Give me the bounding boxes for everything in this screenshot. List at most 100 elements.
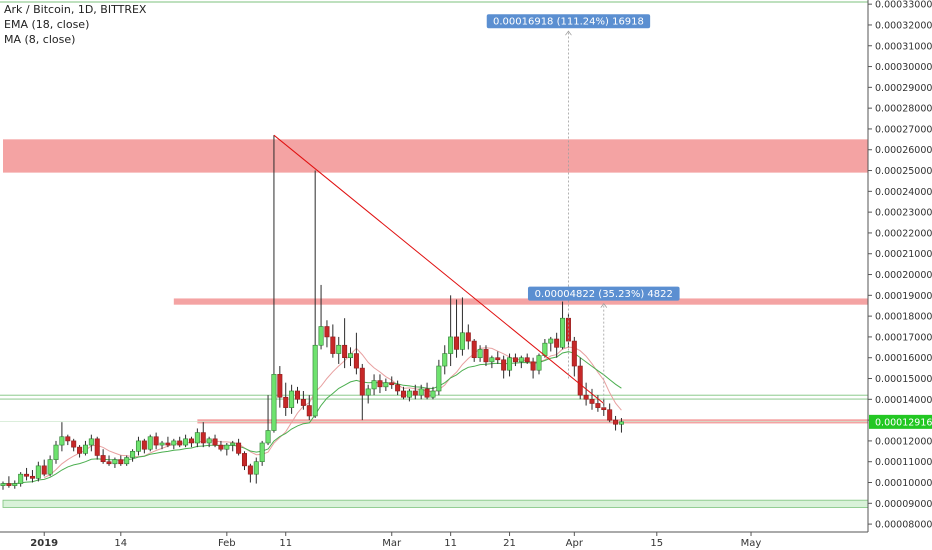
candle-up[interactable] xyxy=(135,436,141,456)
candle-down[interactable] xyxy=(353,332,359,375)
candle-up[interactable] xyxy=(130,449,136,462)
candle-up[interactable] xyxy=(124,455,130,466)
candle-up[interactable] xyxy=(171,438,177,450)
candle-down[interactable] xyxy=(330,324,336,358)
candle-down[interactable] xyxy=(24,467,30,481)
candle-down[interactable] xyxy=(300,390,306,410)
candle-up[interactable] xyxy=(206,436,212,448)
candle-up[interactable] xyxy=(35,461,41,482)
candle-down[interactable] xyxy=(106,455,112,466)
candle-down[interactable] xyxy=(324,320,330,348)
candle-up[interactable] xyxy=(418,384,424,400)
candle-down[interactable] xyxy=(165,436,171,448)
candle-down[interactable] xyxy=(277,366,283,408)
candle-down[interactable] xyxy=(65,434,71,446)
candle-up[interactable] xyxy=(0,481,6,490)
candle-down[interactable] xyxy=(501,355,507,379)
candle-up[interactable] xyxy=(53,440,59,464)
candle-down[interactable] xyxy=(41,459,47,477)
candle-down[interactable] xyxy=(554,332,560,358)
candle-up[interactable] xyxy=(230,440,236,452)
candle-down[interactable] xyxy=(589,388,595,410)
candle-down[interactable] xyxy=(395,380,401,396)
candle-down[interactable] xyxy=(94,436,100,460)
candle-up[interactable] xyxy=(289,384,295,414)
candle-down[interactable] xyxy=(401,386,407,400)
candle-up[interactable] xyxy=(147,434,153,452)
candle-up[interactable] xyxy=(507,353,513,377)
candle-down[interactable] xyxy=(483,345,489,367)
candle-down[interactable] xyxy=(77,445,83,458)
candle-up[interactable] xyxy=(253,457,259,484)
candle-down[interactable] xyxy=(530,357,536,379)
candle-up[interactable] xyxy=(436,359,442,396)
candle-down[interactable] xyxy=(613,415,619,431)
candle-up[interactable] xyxy=(365,384,371,404)
candle-up[interactable] xyxy=(430,386,436,400)
candle-up[interactable] xyxy=(518,355,524,369)
candle-up[interactable] xyxy=(442,345,448,375)
candle-up[interactable] xyxy=(548,336,554,352)
candle-down[interactable] xyxy=(495,351,501,364)
candle-up[interactable] xyxy=(271,135,277,433)
candle-down[interactable] xyxy=(236,438,242,456)
candle-up[interactable] xyxy=(536,353,542,375)
candle-up[interactable] xyxy=(265,395,271,446)
candle-up[interactable] xyxy=(194,428,200,448)
candle-down[interactable] xyxy=(577,357,583,400)
candle-down[interactable] xyxy=(188,436,194,448)
candle-up[interactable] xyxy=(618,418,624,433)
candle-up[interactable] xyxy=(112,457,118,468)
candle-down[interactable] xyxy=(607,403,613,423)
candle-down[interactable] xyxy=(389,376,395,389)
time-axis[interactable]: 2019 14 Feb 11 Mar 11 21 Apr 15 May xyxy=(0,531,932,550)
candle-down[interactable] xyxy=(524,353,530,364)
candle-up[interactable] xyxy=(159,440,165,450)
candle-up[interactable] xyxy=(47,455,53,477)
candle-up[interactable] xyxy=(318,284,324,350)
candle-down[interactable] xyxy=(512,353,518,367)
candle-up[interactable] xyxy=(312,170,318,419)
candle-down[interactable] xyxy=(412,384,418,400)
candle-down[interactable] xyxy=(283,382,289,416)
candle-down[interactable] xyxy=(118,455,124,466)
candle-up[interactable] xyxy=(259,440,265,466)
candle-up[interactable] xyxy=(477,345,483,362)
candles-layer[interactable] xyxy=(0,135,624,490)
candle-up[interactable] xyxy=(459,297,465,356)
candle-down[interactable] xyxy=(454,299,460,358)
candle-down[interactable] xyxy=(218,440,224,452)
candle-up[interactable] xyxy=(82,440,88,456)
candle-down[interactable] xyxy=(377,374,383,394)
candle-up[interactable] xyxy=(183,434,189,448)
candle-up[interactable] xyxy=(348,347,354,367)
candle-down[interactable] xyxy=(177,436,183,448)
candle-up[interactable] xyxy=(489,355,495,369)
candle-up[interactable] xyxy=(336,336,342,364)
candle-down[interactable] xyxy=(241,451,247,471)
candle-up[interactable] xyxy=(224,442,230,456)
candle-up[interactable] xyxy=(560,301,566,350)
candle-down[interactable] xyxy=(200,422,206,448)
candle-down[interactable] xyxy=(306,395,312,421)
candle-down[interactable] xyxy=(595,395,601,412)
candle-down[interactable] xyxy=(359,363,365,421)
candle-down[interactable] xyxy=(583,382,589,406)
candle-down[interactable] xyxy=(465,324,471,350)
candle-down[interactable] xyxy=(247,463,253,483)
candle-down[interactable] xyxy=(29,470,35,483)
candle-down[interactable] xyxy=(71,438,77,452)
candle-down[interactable] xyxy=(471,338,477,362)
candle-down[interactable] xyxy=(6,476,12,488)
candle-up[interactable] xyxy=(18,472,24,487)
candle-down[interactable] xyxy=(141,438,147,454)
candle-up[interactable] xyxy=(383,378,389,391)
candle-up[interactable] xyxy=(448,295,454,367)
candle-down[interactable] xyxy=(212,434,218,448)
candle-down[interactable] xyxy=(571,336,577,377)
candle-down[interactable] xyxy=(424,382,430,400)
candle-up[interactable] xyxy=(12,480,18,489)
candle-up[interactable] xyxy=(59,422,65,452)
candle-up[interactable] xyxy=(406,388,412,402)
